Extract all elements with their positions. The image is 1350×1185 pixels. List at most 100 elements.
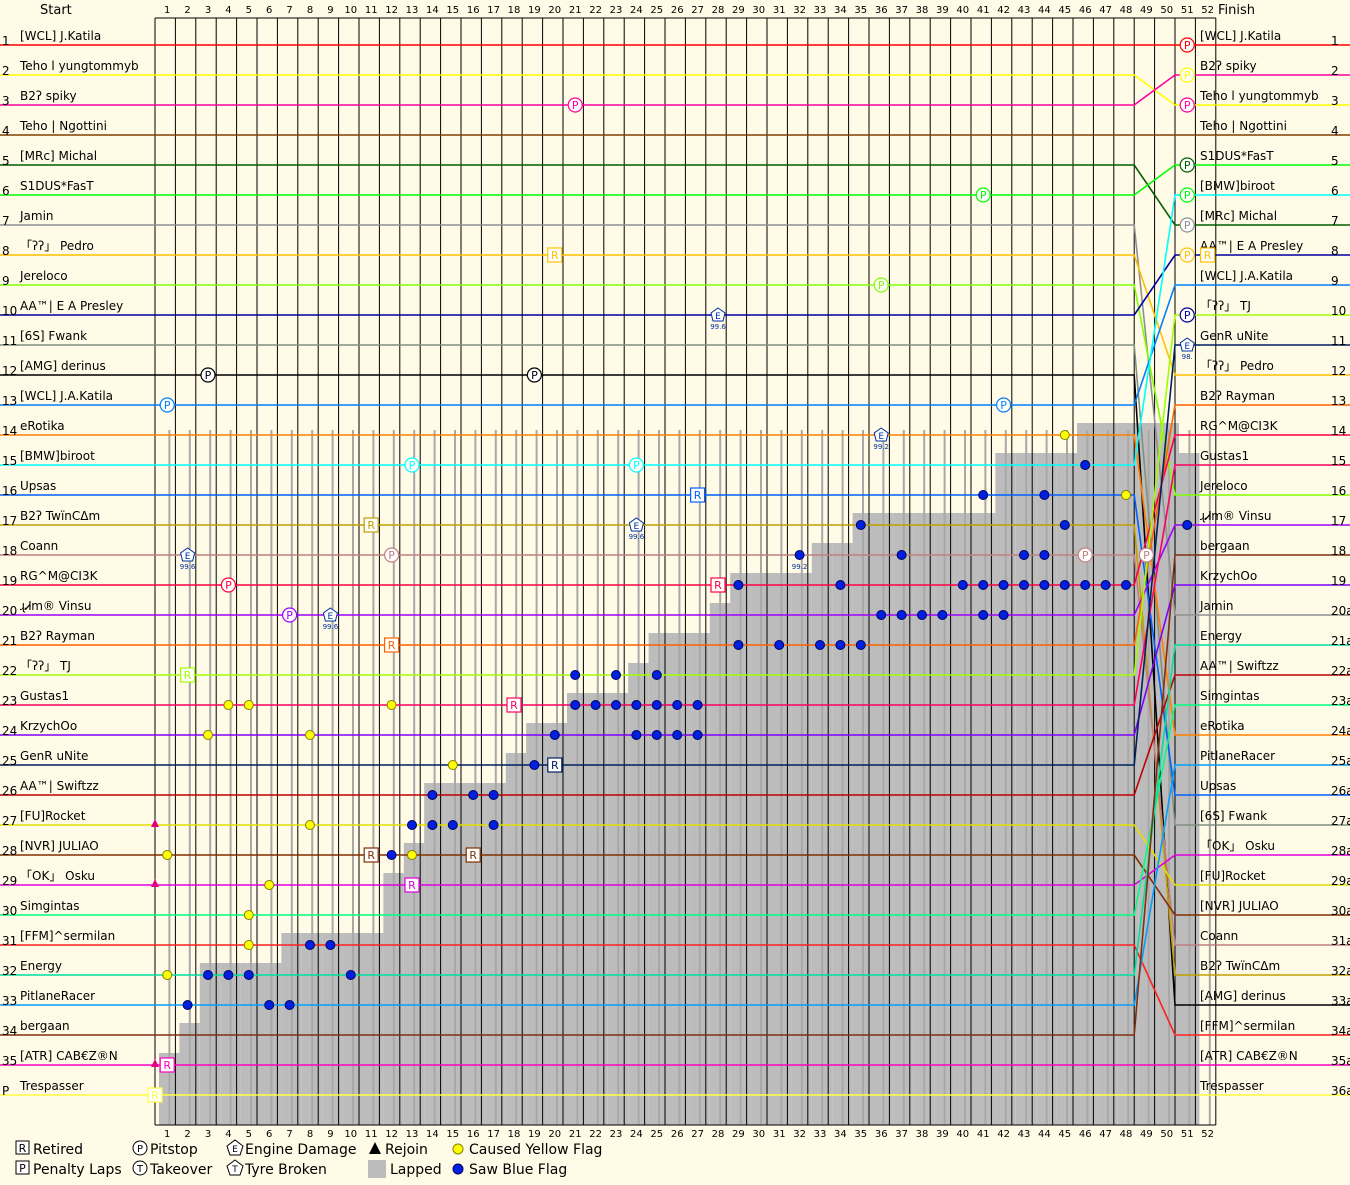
lap-number: 7 xyxy=(286,5,292,16)
start-driver-name: GenR uNite xyxy=(20,749,88,763)
lap-number: 17 xyxy=(487,1129,500,1140)
blue-flag-dot xyxy=(549,730,560,740)
lap-number: 11 xyxy=(365,1129,378,1140)
event-marker: P xyxy=(975,187,991,203)
start-driver-name: PitlaneRacer xyxy=(20,989,95,1003)
lap-number: 30 xyxy=(752,5,765,16)
yellow-flag-dot xyxy=(243,910,254,920)
pitstop-letter: P xyxy=(1082,549,1089,562)
lap-number: 2 xyxy=(184,5,190,16)
lap-number: 25 xyxy=(650,1129,663,1140)
blue-flag-dot xyxy=(978,490,989,500)
finish-position-number: 33a xyxy=(1331,994,1350,1008)
event-marker: P xyxy=(567,97,583,113)
driver-race-line xyxy=(155,764,1216,1006)
start-driver-name: Energy xyxy=(20,959,62,973)
start-driver-name: Jereloco xyxy=(19,269,68,283)
event-marker: R xyxy=(506,697,522,713)
blue-flag-dot xyxy=(345,970,356,980)
pitstop-icon xyxy=(200,367,216,383)
start-position-number: 4 xyxy=(2,124,10,138)
driver-race-line xyxy=(155,404,1216,646)
lap-number: 37 xyxy=(895,5,908,16)
blue-flag-dot xyxy=(488,820,499,830)
event-marker: P xyxy=(1179,307,1195,323)
finish-driver-name: GenR uNite xyxy=(1200,329,1268,343)
event-marker: R xyxy=(547,757,563,773)
lap-number: 31 xyxy=(773,5,786,16)
blue-flag-dot xyxy=(529,760,540,770)
lap-number: 30 xyxy=(752,1129,765,1140)
finish-position-number: 7 xyxy=(1331,214,1339,228)
lap-number: 11 xyxy=(365,5,378,16)
lap-number: 15 xyxy=(446,1129,459,1140)
start-position-number: 13 xyxy=(2,394,17,408)
driver-race-line xyxy=(155,584,1216,736)
start-driver-name: AA™| Swiftzz xyxy=(20,779,99,793)
rejoin-markers xyxy=(151,819,159,1067)
lap-number: 46 xyxy=(1079,1129,1092,1140)
lap-number: 24 xyxy=(630,5,643,16)
driver-race-line xyxy=(155,284,1216,496)
lap-number: 14 xyxy=(426,1129,439,1140)
takeover-icon xyxy=(132,1160,148,1176)
finish-position-number: 31a xyxy=(1331,934,1350,948)
legend-label: Takeover xyxy=(149,1162,212,1178)
blue-flag-dot xyxy=(1100,580,1111,590)
engine-percent-label: 98. xyxy=(1182,353,1193,361)
start-driver-name: [AMG] derinus xyxy=(20,359,106,373)
engine-damage-icon xyxy=(322,607,338,622)
retired-letter: R xyxy=(551,249,559,262)
start-driver-name: B2ʔ Rayman xyxy=(20,629,95,643)
blue-flag-dot xyxy=(835,640,846,650)
legend-label: Saw Blue Flag xyxy=(469,1162,567,1178)
lap-number: 18 xyxy=(508,1129,521,1140)
event-marker: R xyxy=(159,1057,175,1073)
legend-label: Lapped xyxy=(390,1162,442,1178)
lap-number: 19 xyxy=(528,5,541,16)
lap-number: 34 xyxy=(834,5,847,16)
retired-icon xyxy=(1199,247,1216,263)
blue-flag-dot xyxy=(937,610,948,620)
lap-number: 3 xyxy=(205,1129,211,1140)
lap-gridlines xyxy=(154,18,1217,1125)
driver-race-line xyxy=(155,554,1216,1036)
finish-position-number: 11 xyxy=(1331,334,1346,348)
pitstop-letter: P xyxy=(286,609,293,622)
driver-race-line xyxy=(155,494,1216,796)
finish-driver-name: [MRc] Michal xyxy=(1200,209,1277,223)
finish-position-number: 3 xyxy=(1331,94,1339,108)
finish-position-number: 16 xyxy=(1331,484,1346,498)
start-driver-name: [WCL] J.A.Katila xyxy=(20,389,113,403)
start-driver-name: [FU]Rocket xyxy=(20,809,86,823)
event-marker: P xyxy=(1138,547,1155,563)
start-position-number: P xyxy=(2,1084,9,1098)
lap-number: 27 xyxy=(691,5,704,16)
pitstop-icon xyxy=(1179,67,1195,83)
pitstop-letter: P xyxy=(1143,549,1150,562)
driver-race-line xyxy=(155,164,1216,196)
finish-driver-name: Teho | Ngottini xyxy=(1199,119,1287,133)
legend-icon-letter: T xyxy=(231,1165,238,1175)
event-marker: P xyxy=(1179,247,1195,263)
engine-damage-letter: E xyxy=(878,432,884,442)
finish-driver-name: Energy xyxy=(1200,629,1242,643)
legend-item: P Penalty Laps xyxy=(15,1160,122,1178)
event-marker: R xyxy=(1199,247,1216,263)
start-position-number: 33 xyxy=(2,994,17,1008)
lap-number: 12 xyxy=(385,5,398,16)
blue-flag-dot xyxy=(1039,490,1050,500)
finish-position-number: 12 xyxy=(1331,364,1346,378)
retired-icon xyxy=(384,637,400,653)
blue-flag-dot xyxy=(672,700,683,710)
engine-damage-letter: E xyxy=(634,522,640,532)
event-marker: E xyxy=(628,517,644,532)
lap-number: 6 xyxy=(266,1129,272,1140)
yellow-flag-dot xyxy=(407,850,417,860)
blue-flag-dot xyxy=(998,580,1009,590)
lap-number: 28 xyxy=(712,5,725,16)
blue-flag-dot xyxy=(427,820,438,830)
lap-number: 16 xyxy=(467,5,480,16)
start-driver-name: [MRc] Michal xyxy=(20,149,97,163)
blue-flag-dot xyxy=(1019,580,1029,590)
